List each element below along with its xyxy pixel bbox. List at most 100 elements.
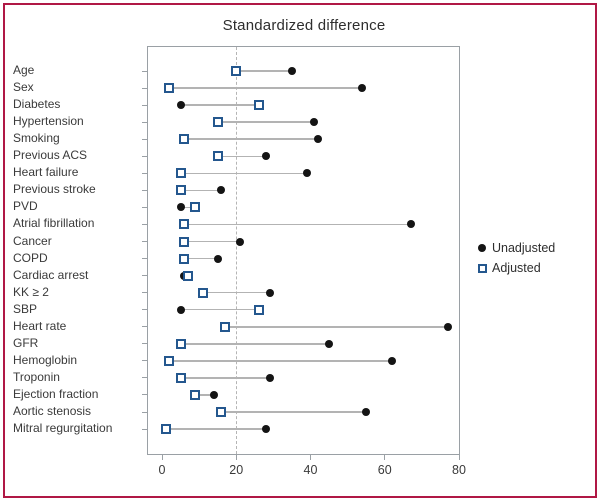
y-axis-tick: [142, 377, 147, 379]
unadjusted-marker: [358, 84, 367, 93]
connector-line: [195, 394, 214, 396]
connector-line: [225, 326, 448, 328]
unadjusted-marker: [310, 118, 319, 127]
filled-circle-icon: [478, 244, 486, 252]
y-axis-tick: [142, 394, 147, 396]
unadjusted-marker: [176, 101, 185, 110]
y-axis-tick: [142, 343, 147, 345]
connector-line: [217, 121, 315, 123]
connector-line: [180, 206, 196, 209]
unadjusted-marker: [265, 373, 274, 382]
x-axis-tick: [310, 454, 311, 460]
adjusted-marker: [179, 134, 190, 145]
connector-line: [180, 104, 259, 106]
connector-line: [169, 87, 363, 89]
connector-line: [180, 172, 307, 175]
adjusted-marker: [179, 219, 190, 230]
category-label: Previous ACS: [13, 148, 88, 163]
adjusted-marker: [175, 185, 186, 196]
category-label: Heart failure: [13, 165, 79, 180]
adjusted-marker: [253, 304, 264, 315]
unadjusted-marker: [265, 288, 274, 297]
x-tick-label: 80: [452, 463, 466, 477]
adjusted-marker: [220, 321, 231, 332]
legend-label-unadjusted: Unadjusted: [492, 241, 556, 255]
category-label: Heart rate: [13, 318, 67, 333]
unadjusted-marker: [406, 220, 415, 229]
category-label: Hemoglobin: [13, 352, 78, 367]
category-label: Atrial fibrillation: [13, 216, 95, 231]
y-axis-tick: [142, 172, 147, 174]
x-tick-label: 40: [303, 463, 318, 477]
unadjusted-marker: [388, 356, 397, 365]
category-label: Cancer: [13, 233, 52, 248]
y-axis-tick: [142, 104, 147, 106]
y-axis-tick: [142, 206, 147, 208]
x-tick-label: 20: [229, 463, 244, 477]
category-label: Hypertension: [13, 114, 84, 129]
category-label: Sex: [13, 80, 34, 95]
adjusted-marker: [179, 253, 190, 264]
adjusted-marker: [190, 202, 201, 213]
category-label: Aortic stenosis: [13, 404, 92, 418]
category-label: Mitral regurgitation: [13, 421, 113, 436]
unadjusted-marker: [362, 408, 371, 416]
y-axis-tick: [142, 275, 147, 277]
adjusted-marker: [212, 151, 223, 162]
legend-item-adjusted: Adjusted: [478, 258, 555, 278]
adjusted-marker: [231, 66, 242, 76]
y-axis-tick: [142, 223, 147, 225]
x-axis-tick: [161, 454, 163, 460]
y-axis-tick: [142, 241, 147, 242]
y-axis-tick: [142, 70, 147, 72]
adjusted-marker: [175, 338, 186, 349]
x-axis-tick: [458, 454, 460, 460]
connector-line: [180, 377, 270, 379]
category-label: Cardiac arrest: [13, 267, 89, 282]
unadjusted-marker: [217, 186, 226, 195]
y-axis-tick: [142, 428, 147, 430]
adjusted-marker: [175, 168, 186, 179]
reference-line: [236, 47, 238, 454]
y-axis-tick: [142, 309, 147, 311]
x-axis-tick: [235, 454, 237, 460]
connector-line: [184, 223, 411, 226]
adjusted-marker: [190, 389, 201, 400]
legend-item-unadjusted: Unadjusted: [478, 238, 555, 258]
unadjusted-marker: [261, 152, 270, 161]
adjusted-marker: [179, 236, 190, 247]
y-axis-tick: [142, 326, 147, 328]
connector-line: [180, 343, 330, 345]
adjusted-marker: [175, 372, 186, 383]
unadjusted-marker: [209, 390, 218, 399]
y-axis-tick: [142, 360, 147, 362]
unadjusted-marker: [261, 425, 270, 434]
connector-line: [202, 291, 270, 294]
plot-area: 0 20 40 60 80: [142, 46, 466, 477]
connector-line: [165, 428, 266, 430]
legend-label-adjusted: Adjusted: [492, 261, 541, 275]
y-axis-tick: [142, 121, 147, 123]
connector-line: [169, 360, 393, 362]
connector-line: [184, 240, 240, 243]
x-tick-label: 60: [377, 463, 392, 477]
x-tick-label: 0: [158, 463, 166, 477]
y-axis-tick: [142, 138, 147, 140]
category-label: Age: [13, 63, 35, 77]
unadjusted-marker: [176, 203, 185, 212]
y-axis-tick: [142, 155, 147, 157]
category-label: PVD: [13, 199, 38, 214]
adjusted-marker: [253, 100, 264, 111]
adjusted-marker: [216, 407, 227, 417]
connector-line: [221, 411, 367, 413]
connector-line: [180, 308, 259, 311]
adjusted-marker: [160, 424, 171, 435]
open-square-icon: [478, 263, 487, 273]
category-label: Troponin: [13, 369, 60, 384]
connector-line: [184, 138, 318, 140]
unadjusted-marker: [313, 135, 322, 144]
legend: Unadjusted Adjusted: [478, 238, 555, 278]
unadjusted-marker: [235, 237, 244, 246]
category-label: Ejection fraction: [13, 386, 99, 401]
